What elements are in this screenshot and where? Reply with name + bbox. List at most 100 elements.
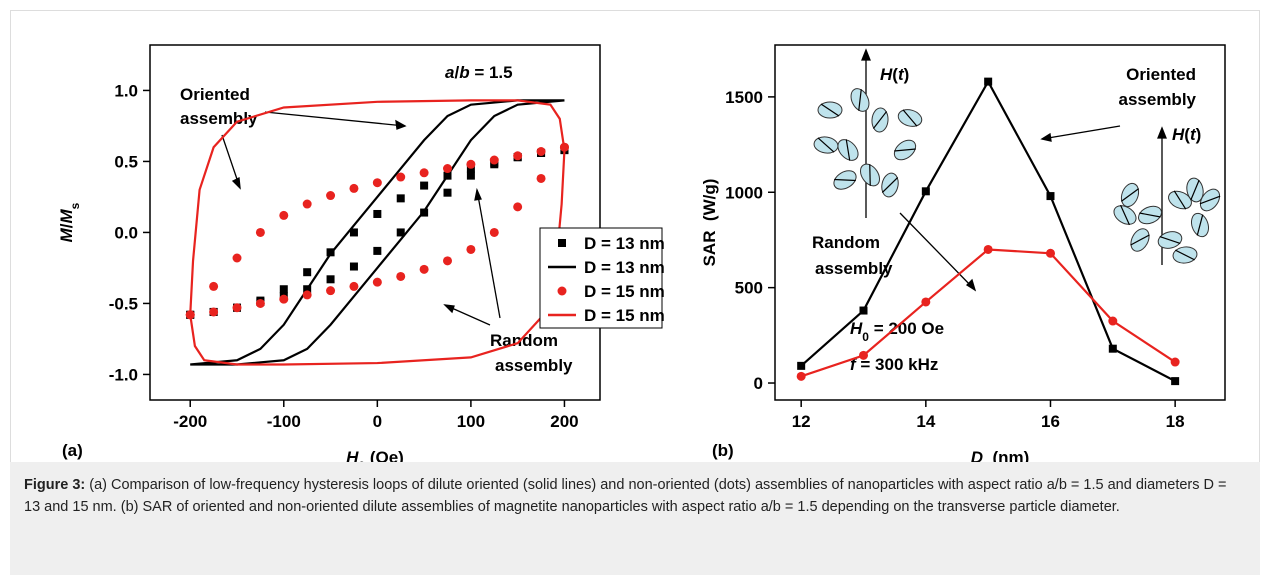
legend-label: D = 13 nm — [584, 234, 665, 253]
point — [466, 244, 476, 254]
point — [536, 147, 546, 156]
y-axis-label-part: SAR (W/g) — [700, 179, 719, 267]
annotation: f = 300 kHz — [850, 355, 938, 374]
point — [859, 306, 868, 315]
x-tick-label: -200 — [173, 412, 207, 431]
point — [209, 307, 219, 317]
y-tick-label: 0.5 — [114, 152, 138, 171]
point — [209, 281, 219, 291]
point — [279, 285, 288, 294]
point — [373, 246, 382, 255]
annotation: Random — [812, 233, 880, 252]
legend-label: D = 15 nm — [584, 282, 665, 301]
y-tick-label: -1.0 — [109, 365, 138, 384]
point — [349, 228, 358, 237]
point — [489, 227, 499, 237]
point — [419, 264, 429, 274]
particle-arrow — [1130, 234, 1150, 246]
annotation-part: a — [445, 63, 454, 82]
particle-arrow — [1196, 214, 1204, 236]
y-tick-label: 1.0 — [114, 81, 138, 100]
annotation-part: = 300 kHz — [856, 355, 939, 374]
point — [420, 181, 429, 190]
particle-arrow — [881, 177, 899, 193]
x-axis-label-part: D — [971, 448, 983, 462]
annotation: Oriented — [180, 85, 250, 104]
particle-arrow — [817, 137, 835, 153]
particle-arrow — [894, 148, 916, 152]
point — [396, 228, 405, 237]
x-axis-label-part: (nm) — [983, 448, 1029, 462]
point — [1045, 248, 1055, 258]
x-axis-label: D (nm) — [971, 448, 1030, 462]
annotation-part: = 1.5 — [470, 63, 513, 82]
panel-label: (b) — [712, 441, 734, 460]
point — [984, 77, 993, 86]
x-tick-label: 16 — [1041, 412, 1060, 431]
point — [1170, 357, 1180, 367]
point — [466, 171, 475, 180]
point — [373, 209, 382, 218]
x-tick-label: -100 — [267, 412, 301, 431]
particle-arrow — [820, 103, 840, 117]
annotation-part: ) — [1196, 125, 1202, 144]
point — [1108, 316, 1118, 326]
plot-frame — [774, 44, 1226, 401]
point — [396, 271, 406, 281]
point — [443, 188, 452, 197]
point — [326, 286, 336, 296]
y-tick-label: 500 — [735, 279, 763, 298]
particle-arrow — [1199, 195, 1221, 205]
annotation: a/b = 1.5 — [445, 63, 513, 82]
annotation-part: / — [454, 63, 459, 82]
caption: Figure 3: (a) Comparison of low-frequenc… — [10, 462, 1260, 575]
x-tick-label: 0 — [373, 412, 382, 431]
annotation-part: f — [850, 355, 858, 374]
point — [255, 227, 265, 237]
x-tick-label: 14 — [916, 412, 935, 431]
x-tick-label: 12 — [792, 412, 811, 431]
particle-arrow — [1120, 188, 1140, 202]
legend-marker — [558, 239, 566, 247]
point — [396, 194, 405, 203]
particle-arrow — [1159, 235, 1181, 245]
annotation-part: t — [1190, 125, 1197, 144]
y-tick-label: 1500 — [725, 88, 763, 107]
annotation: assembly — [1119, 90, 1197, 109]
particle-arrow — [1190, 179, 1200, 201]
x-axis-label-part: H — [346, 448, 359, 462]
annotation-part: ( — [1184, 125, 1190, 144]
panel-label: (a) — [62, 441, 83, 460]
x-tick-label: 100 — [457, 412, 485, 431]
annotation-part: = 200 Oe — [869, 319, 944, 338]
particle-arrow — [869, 164, 871, 186]
caption-text: (a) Comparison of low-frequency hysteres… — [24, 477, 1227, 515]
annotation: assembly — [495, 356, 573, 375]
point — [279, 294, 289, 304]
x-tick-label: 200 — [550, 412, 578, 431]
point — [921, 187, 930, 196]
y-tick-label: 1000 — [725, 183, 763, 202]
particle-arrow — [858, 89, 862, 111]
point — [372, 277, 382, 287]
point — [326, 191, 336, 201]
point — [396, 172, 406, 182]
annotation: assembly — [180, 109, 258, 128]
point — [302, 199, 312, 209]
point — [349, 281, 359, 291]
point — [302, 290, 312, 300]
x-axis-label-part: (Oe) — [365, 448, 404, 462]
caption-label: Figure 3: — [24, 477, 86, 493]
particle-arrow — [845, 139, 851, 161]
point — [796, 371, 806, 381]
annotation-part: ( — [892, 65, 898, 84]
plot-frame — [149, 44, 601, 401]
point — [372, 178, 382, 188]
y-axis-label: SAR (W/g) — [700, 179, 719, 267]
annotation-part: H — [880, 65, 893, 84]
point — [279, 210, 289, 220]
legend-label: D = 15 nm — [584, 306, 665, 325]
y-axis-label-part: M — [57, 227, 76, 242]
particle-arrow — [1120, 204, 1130, 226]
